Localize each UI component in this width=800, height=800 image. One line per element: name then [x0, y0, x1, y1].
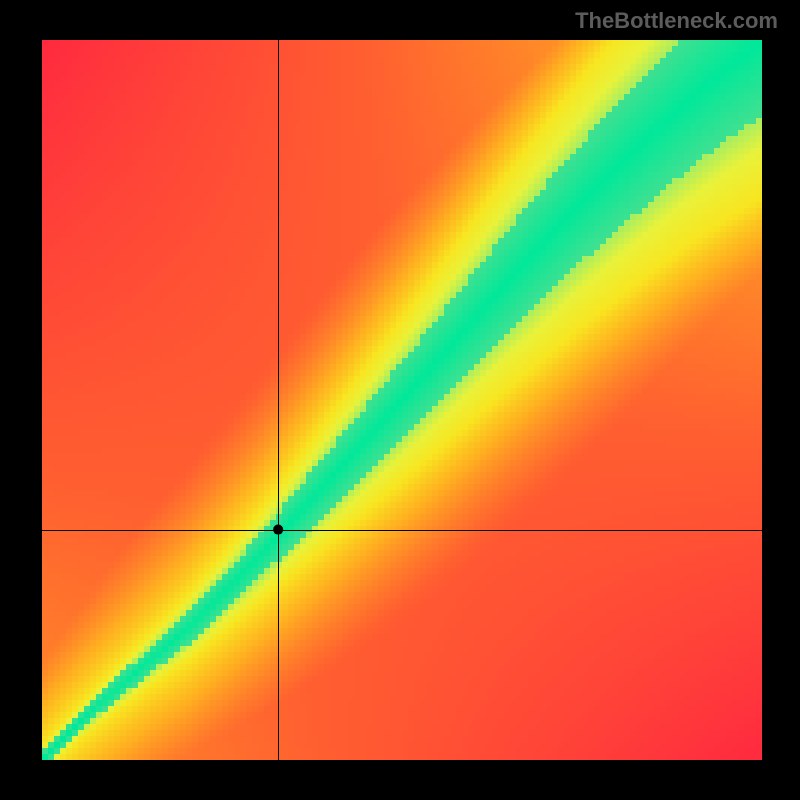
crosshair-overlay: [42, 40, 762, 760]
watermark-text: TheBottleneck.com: [575, 8, 778, 34]
chart-container: TheBottleneck.com: [0, 0, 800, 800]
